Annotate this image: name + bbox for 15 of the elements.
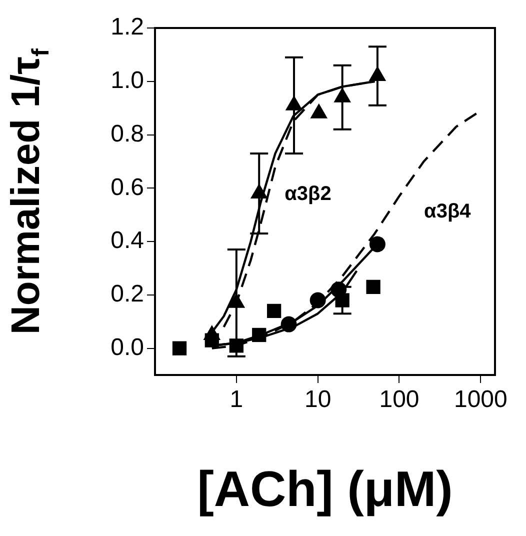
y-tick-label: 0.6 <box>110 174 144 201</box>
y-tick-label: 0.2 <box>110 280 144 308</box>
y-tick-label: 1.2 <box>110 14 144 41</box>
annotation: α3β4 <box>424 200 472 222</box>
y-axis-title: Normalized 1/τf <box>4 48 55 334</box>
x-tick-label: 100 <box>379 386 420 414</box>
x-axis-title: [ACh] (μM) <box>197 460 453 517</box>
x-tick-label: 10 <box>304 386 332 414</box>
y-tick-label: 0.8 <box>110 120 144 148</box>
y-tick-label: 1.0 <box>110 67 144 94</box>
x-tick-label: 1000 <box>454 386 508 414</box>
y-tick-label: 0.0 <box>110 334 144 361</box>
x-tick-label: 1 <box>230 386 244 414</box>
annotation: α3β2 <box>284 183 332 206</box>
y-tick-label: 0.4 <box>110 227 144 254</box>
